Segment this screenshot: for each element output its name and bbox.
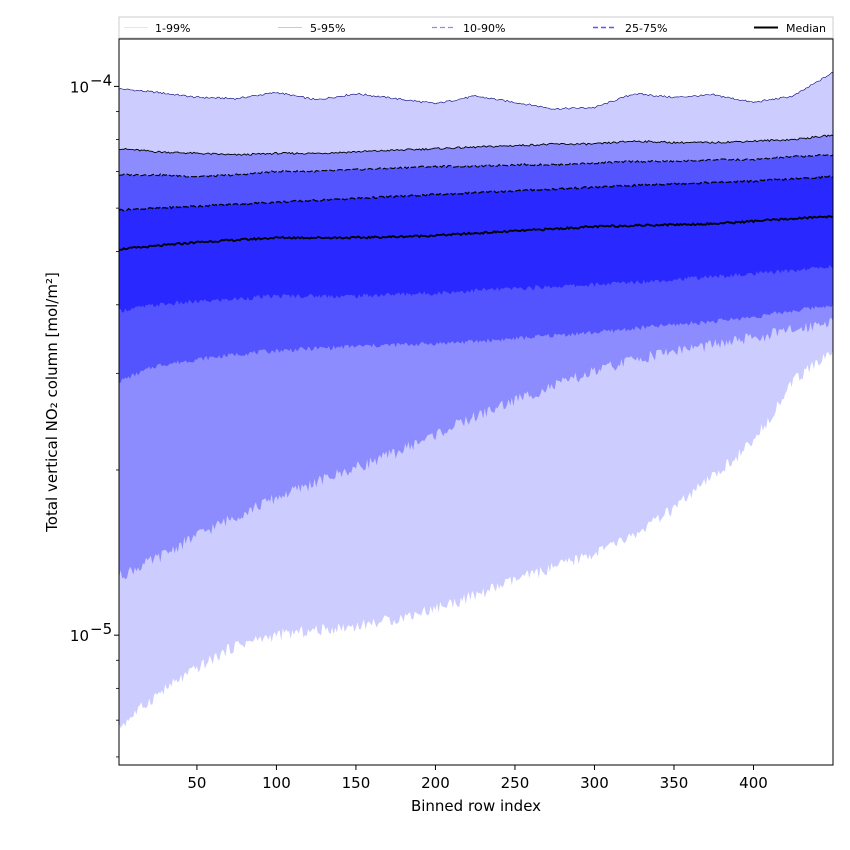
x-axis-label: Binned row index: [411, 797, 541, 815]
legend-label: 5-95%: [310, 22, 345, 35]
y-tick-label: 10: [70, 627, 89, 645]
x-tick-label: 150: [342, 774, 371, 792]
percentile-lines: [118, 72, 834, 251]
legend-label: Median: [786, 22, 826, 35]
band-25-75: [119, 176, 833, 313]
y-tick-exponent: −5: [90, 620, 112, 638]
percentile-bands: [119, 72, 833, 729]
x-tick-label: 400: [739, 774, 768, 792]
y-axis-ticks: 10−510−4: [70, 71, 119, 758]
legend-label: 10-90%: [463, 22, 505, 35]
legend-label: 25-75%: [625, 22, 667, 35]
plot-frame: [118, 38, 834, 766]
x-tick-label: 350: [660, 774, 689, 792]
legend-box: [118, 16, 834, 39]
y-tick-label: 10: [70, 78, 89, 96]
x-axis-ticks: 50 100 150 200 250 300 350 400: [187, 765, 768, 792]
x-tick-label: 50: [187, 774, 206, 792]
y-tick-exponent: −4: [90, 71, 112, 89]
line-median: [118, 215, 834, 251]
legend: 1-99% 5-95% 10-90% 25-75% Median: [118, 16, 834, 39]
x-tick-label: 100: [262, 774, 291, 792]
line-1-99-upper: [118, 72, 834, 110]
legend-label: 1-99%: [155, 22, 190, 35]
x-tick-label: 300: [580, 774, 609, 792]
line-10-90-upper: [118, 154, 834, 178]
y-tick-base: 10: [70, 78, 89, 96]
x-tick-label: 200: [421, 774, 450, 792]
line-5-95-upper: [118, 134, 834, 156]
y-axis-label: Total vertical NO₂ column [mol/m²]: [43, 272, 61, 533]
x-tick-label: 250: [501, 774, 530, 792]
y-tick-base: 10: [70, 627, 89, 645]
line-25-75-upper: [118, 175, 834, 212]
